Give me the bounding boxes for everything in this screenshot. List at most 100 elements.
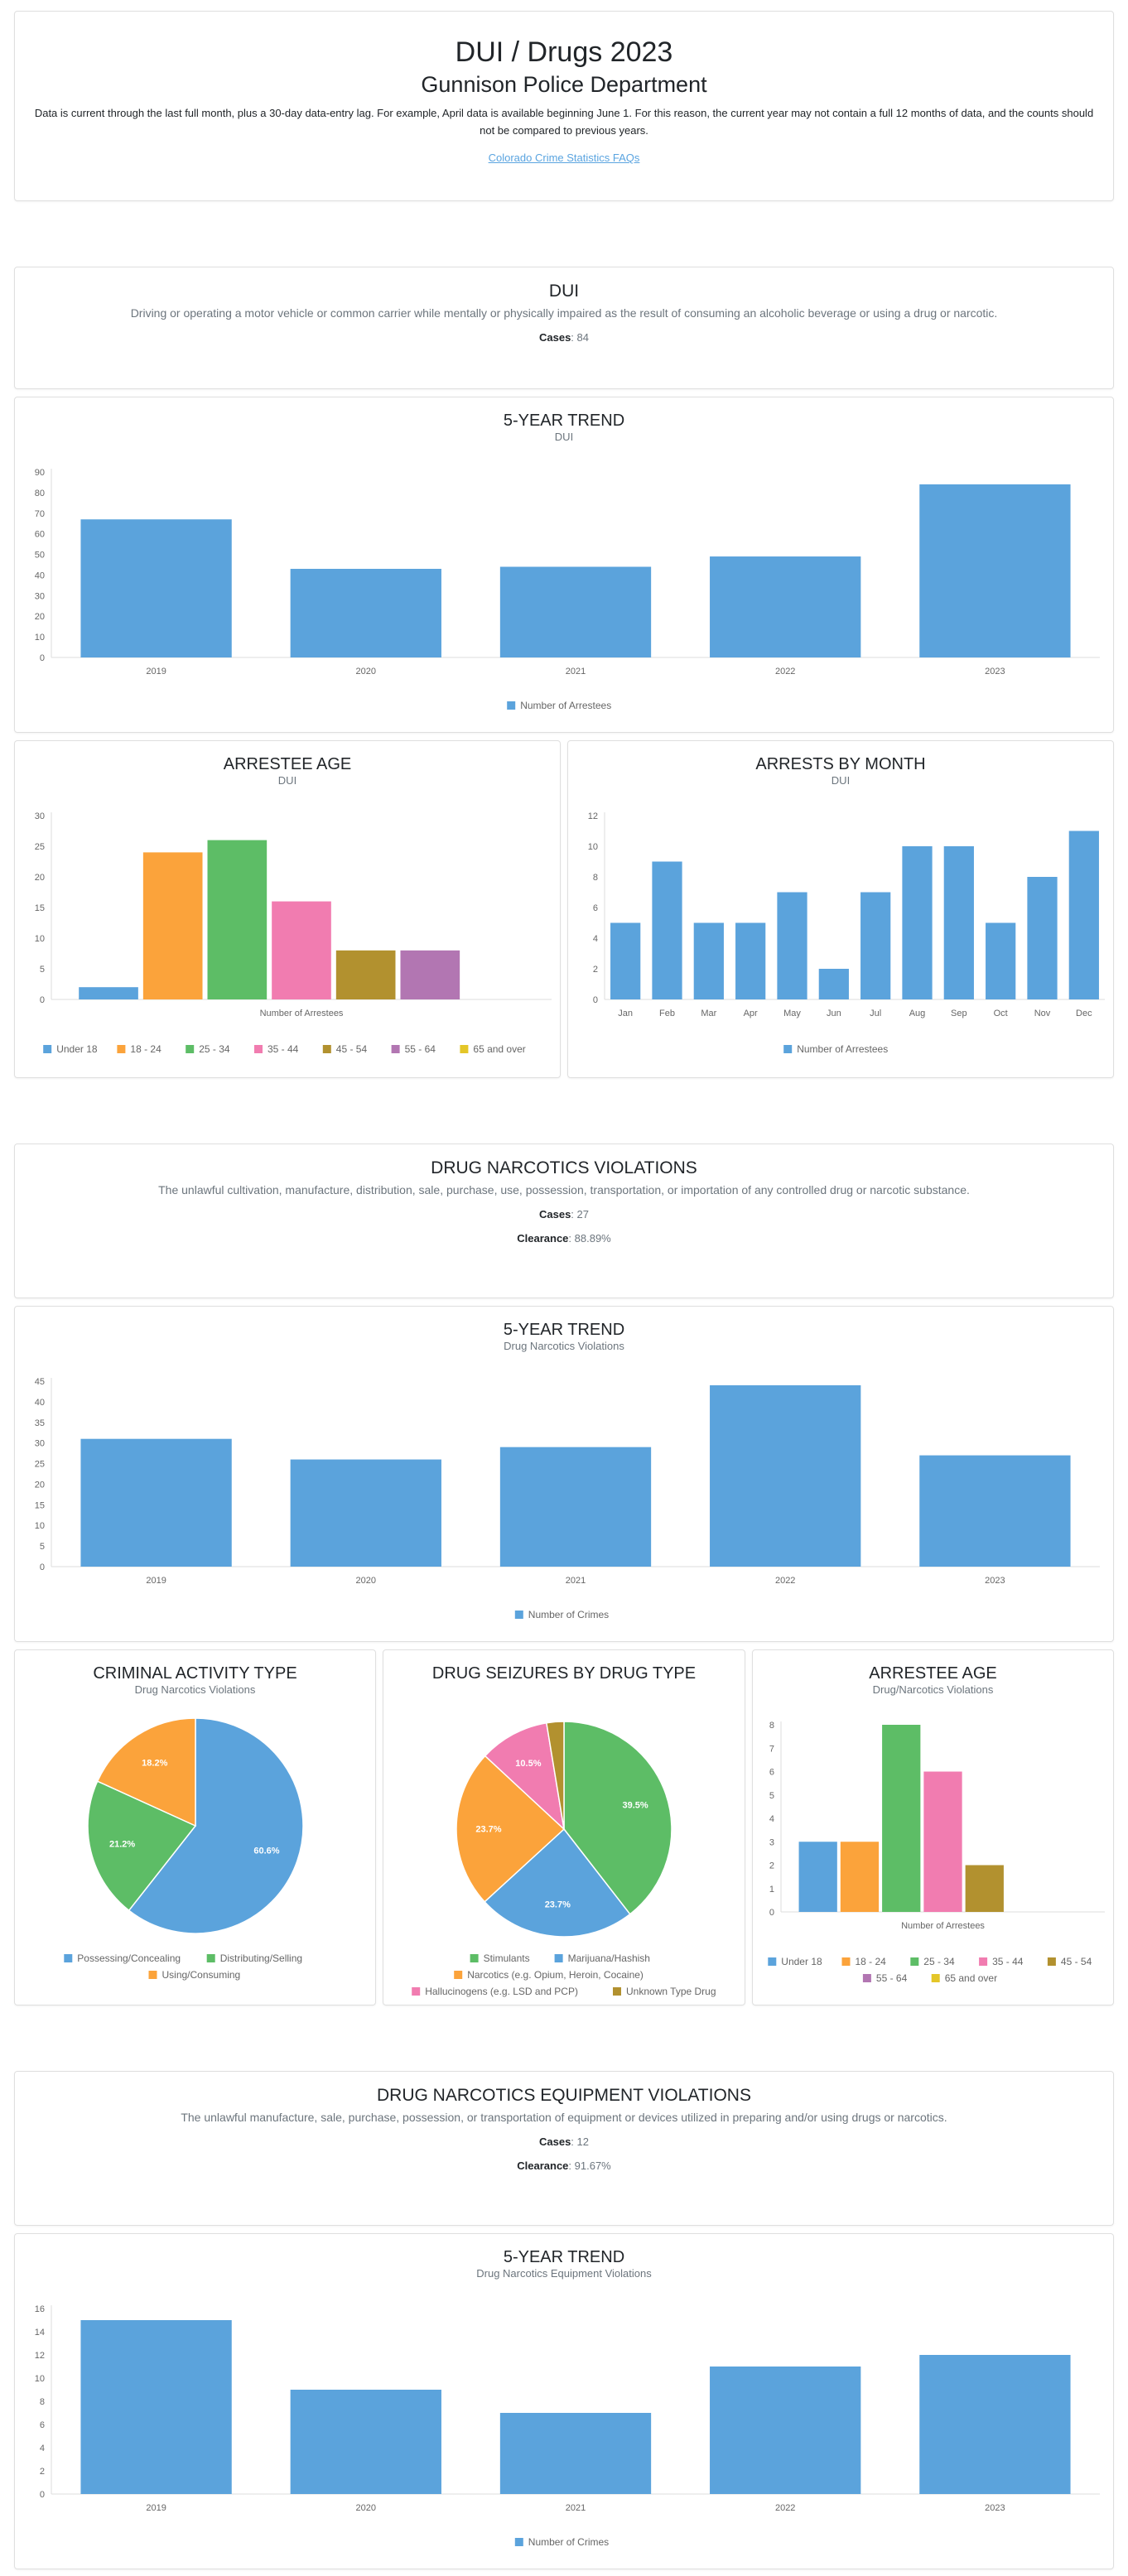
bar bbox=[710, 556, 861, 657]
dui-description: Driving or operating a motor vehicle or … bbox=[130, 306, 998, 320]
bar bbox=[735, 922, 766, 999]
legend-swatch bbox=[254, 1045, 263, 1053]
legend-label: Number of Arrestees bbox=[797, 1043, 888, 1055]
y-tick-label: 6 bbox=[593, 903, 598, 913]
y-tick-label: 10 bbox=[35, 934, 45, 944]
x-axis-title: Number of Arrestees bbox=[260, 1009, 344, 1018]
y-tick-label: 2 bbox=[593, 965, 598, 975]
x-tick-label: 2020 bbox=[356, 1576, 376, 1586]
x-tick-label: May bbox=[783, 1009, 801, 1018]
legend-swatch bbox=[454, 1971, 463, 1979]
legend-swatch bbox=[43, 1045, 52, 1053]
y-tick-label: 10 bbox=[35, 1521, 45, 1531]
y-tick-label: 8 bbox=[769, 1721, 774, 1731]
y-tick-label: 10 bbox=[35, 633, 45, 643]
legend-label: Using/Consuming bbox=[162, 1969, 241, 1981]
chart-subtitle: Drug Narcotics Violations bbox=[504, 1340, 624, 1352]
bar bbox=[499, 566, 652, 657]
legend-label: Number of Crimes bbox=[528, 2536, 609, 2548]
bar bbox=[1027, 877, 1058, 999]
y-tick-label: 0 bbox=[40, 653, 45, 663]
faq-link[interactable]: Colorado Crime Statistics FAQs bbox=[488, 152, 640, 164]
bar bbox=[818, 969, 849, 999]
y-tick-label: 3 bbox=[769, 1837, 774, 1847]
x-tick-label: 2019 bbox=[146, 667, 166, 677]
legend-label: Distributing/Selling bbox=[220, 1952, 302, 1964]
x-tick-label: 2020 bbox=[356, 2503, 376, 2513]
bar bbox=[840, 1842, 880, 1912]
y-tick-label: 30 bbox=[35, 1439, 45, 1449]
dui-trend-card: 5-YEAR TREND DUI 0 10 20 30 40 50 60 70 80 90 2019… bbox=[14, 397, 1114, 733]
legend-label: 18 - 24 bbox=[856, 1956, 887, 1967]
y-tick-label: 30 bbox=[35, 811, 45, 821]
y-tick-label: 50 bbox=[35, 551, 45, 561]
chart-title: ARRESTEE AGE bbox=[223, 755, 352, 773]
legend-swatch bbox=[910, 1957, 919, 1966]
y-tick-label: 4 bbox=[40, 2444, 45, 2453]
legend-swatch bbox=[117, 1045, 126, 1053]
slice-label: 60.6% bbox=[253, 1847, 279, 1856]
slice-label: 23.7% bbox=[475, 1825, 501, 1835]
legend-label: 65 and over bbox=[945, 1972, 997, 1984]
x-tick-label: 2021 bbox=[566, 667, 586, 677]
legend-swatch bbox=[1047, 1957, 1056, 1966]
y-tick-label: 4 bbox=[769, 1814, 774, 1824]
chart-title: 5-YEAR TREND bbox=[503, 412, 625, 430]
pie-slice bbox=[484, 1827, 631, 1938]
legend-label: Narcotics (e.g. Opium, Heroin, Cocaine) bbox=[467, 1969, 644, 1981]
x-tick-label: Jun bbox=[827, 1009, 841, 1018]
chart-title: 5-YEAR TREND bbox=[503, 2248, 625, 2266]
y-tick-label: 12 bbox=[588, 811, 598, 821]
dui-month-chart: 0 2 4 6 8 10 12 Jan Feb Mar Apr May Jun Jul Aug Sep Oct N… bbox=[588, 811, 1105, 1055]
legend-swatch bbox=[507, 701, 516, 710]
drug-activity-chart: 60.6% 21.2% 18.2% Possessing/Concealing Dist… bbox=[64, 1717, 304, 1981]
y-tick-label: 60 bbox=[35, 530, 45, 540]
pie-slice bbox=[456, 1755, 566, 1903]
chart-title: ARRESTS BY MONTH bbox=[755, 755, 926, 773]
y-tick-label: 30 bbox=[35, 591, 45, 601]
bar bbox=[80, 1438, 232, 1567]
legend-swatch bbox=[148, 1971, 157, 1979]
bar bbox=[652, 861, 682, 999]
x-tick-label: Sep bbox=[951, 1009, 967, 1018]
legend-label: Unknown Type Drug bbox=[626, 1986, 716, 1997]
legend-label: Stimulants bbox=[484, 1952, 530, 1964]
drug-activity-card: CRIMINAL ACTIVITY TYPE Drug Narcotics Vi… bbox=[14, 1649, 376, 2005]
legend-swatch bbox=[412, 1987, 421, 1996]
bar bbox=[693, 922, 724, 999]
bar bbox=[777, 892, 807, 999]
legend-swatch bbox=[931, 1974, 940, 1982]
drug-age-card: ARRESTEE AGE Drug/Narcotics Violations 0… bbox=[752, 1649, 1114, 2005]
bar bbox=[290, 568, 441, 657]
legend-label: 55 - 64 bbox=[405, 1043, 436, 1055]
y-tick-label: 80 bbox=[35, 489, 45, 498]
x-tick-label: Aug bbox=[909, 1009, 926, 1018]
drug-summary-card: DRUG NARCOTICS VIOLATIONS The unlawful c… bbox=[14, 1144, 1114, 1298]
slice-label: 21.2% bbox=[109, 1840, 135, 1850]
equip-title: DRUG NARCOTICS EQUIPMENT VIOLATIONS bbox=[377, 2086, 751, 2105]
legend-label: 35 - 44 bbox=[268, 1043, 299, 1055]
legend-swatch bbox=[613, 1987, 621, 1996]
y-tick-label: 0 bbox=[769, 1908, 774, 1918]
bar bbox=[80, 2320, 232, 2494]
equip-trend-chart: 0 2 4 6 8 10 12 14 16 2019 2020 2021 2022 2023 Number … bbox=[35, 2304, 1100, 2548]
dui-age-card: ARRESTEE AGE DUI 0 5 10 15 20 25 30 Number of A… bbox=[14, 740, 561, 1078]
bar bbox=[919, 1455, 1071, 1567]
page-subtitle: Gunnison Police Department bbox=[421, 72, 707, 97]
bar bbox=[207, 840, 268, 999]
pie-slice bbox=[563, 1721, 672, 1915]
x-tick-label: 2023 bbox=[985, 1576, 1005, 1586]
drug-clearance: Clearance: 88.89% bbox=[517, 1232, 611, 1245]
legend-swatch bbox=[862, 1974, 871, 1982]
legend-swatch bbox=[460, 1045, 469, 1053]
x-tick-label: Jan bbox=[618, 1009, 633, 1018]
y-tick-label: 0 bbox=[40, 995, 45, 1005]
bar bbox=[499, 2413, 652, 2494]
x-tick-label: 2023 bbox=[985, 667, 1005, 677]
legend-label: Hallucinogens (e.g. LSD and PCP) bbox=[425, 1986, 578, 1997]
drug-seizures-card: DRUG SEIZURES BY DRUG TYPE 39.5% 23.7% 23.… bbox=[383, 1649, 745, 2005]
y-tick-label: 35 bbox=[35, 1418, 45, 1428]
bar bbox=[923, 1771, 962, 1912]
equip-clearance: Clearance: 91.67% bbox=[517, 2160, 611, 2172]
y-tick-label: 90 bbox=[35, 468, 45, 478]
